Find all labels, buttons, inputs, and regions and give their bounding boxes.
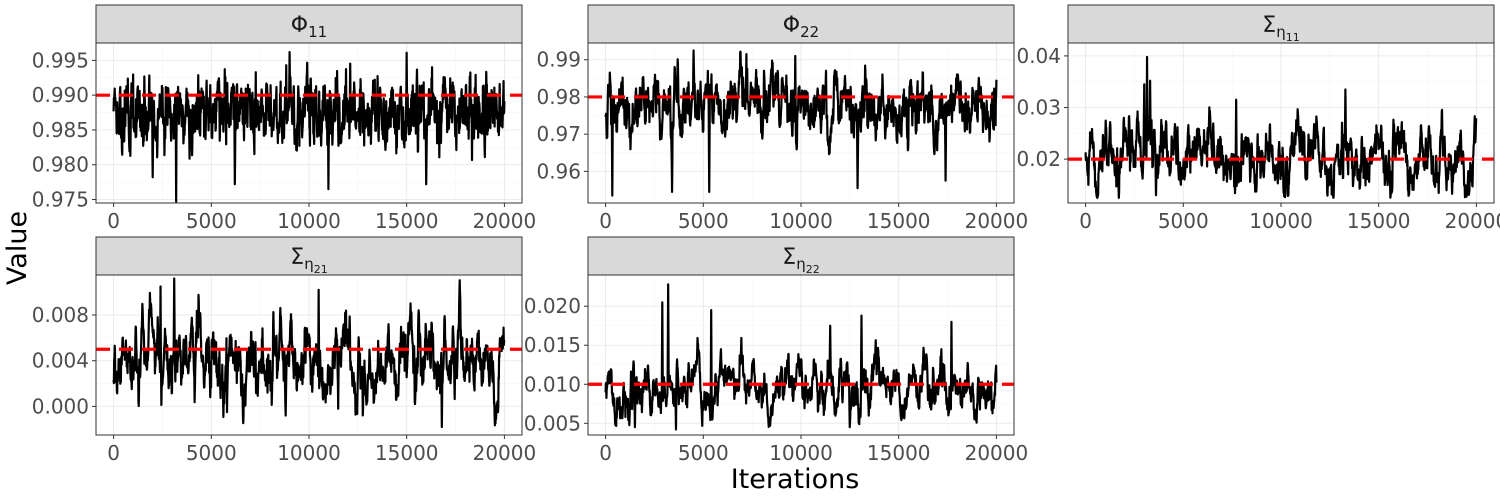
x-axis: 0 5000 10000 15000 20000 bbox=[107, 203, 536, 233]
x-tick-label: 5000 bbox=[1158, 209, 1209, 233]
x-tick-label: 10000 bbox=[1249, 209, 1313, 233]
x-tick-label: 0 bbox=[1079, 209, 1092, 233]
x-tick-label: 20000 bbox=[965, 209, 1029, 233]
x-tick-label: 5000 bbox=[186, 209, 237, 233]
facet-panel-sigma_eta11: Ση11 0.02 0.03 0.04 0 5000 10000 15000 20000 bbox=[1016, 4, 1500, 233]
strip-label-subsub: 21 bbox=[314, 263, 328, 276]
y-tick-label: 0.020 bbox=[524, 294, 581, 318]
x-axis-title: Iterations bbox=[731, 464, 860, 495]
y-tick-label: 0.990 bbox=[32, 83, 89, 107]
x-tick-label: 20000 bbox=[1445, 209, 1500, 233]
strip-label-main: Σ bbox=[782, 245, 796, 270]
strip-label-sub: η bbox=[304, 255, 314, 273]
x-axis: 0 5000 10000 15000 20000 bbox=[1079, 203, 1500, 233]
strip-label: Ση22 bbox=[782, 245, 819, 276]
strip-label-sub: 22 bbox=[800, 23, 819, 41]
mcmc-trace-series bbox=[604, 283, 998, 431]
x-axis: 0 5000 10000 15000 20000 bbox=[107, 435, 536, 465]
y-tick-label: 0.004 bbox=[32, 349, 89, 373]
strip-label-sub: 11 bbox=[308, 23, 327, 41]
y-tick-label: 0.005 bbox=[524, 411, 581, 435]
y-axis: 0.96 0.97 0.98 0.99 bbox=[536, 48, 588, 183]
strip-label-subsub: 11 bbox=[1286, 31, 1300, 44]
y-tick-label: 0.02 bbox=[1016, 147, 1061, 171]
mcmc-trace-series bbox=[604, 49, 998, 197]
strip-label-main: Σ bbox=[290, 245, 304, 270]
y-tick-label: 0.985 bbox=[32, 118, 89, 142]
strip-label-sub: η bbox=[1276, 23, 1286, 41]
y-tick-label: 0.98 bbox=[536, 85, 581, 109]
x-axis: 0 5000 10000 15000 20000 bbox=[599, 203, 1028, 233]
x-tick-label: 5000 bbox=[678, 441, 729, 465]
x-tick-label: 10000 bbox=[769, 209, 833, 233]
strip-header bbox=[95, 4, 523, 44]
y-tick-label: 0.04 bbox=[1016, 44, 1061, 68]
x-tick-label: 5000 bbox=[678, 209, 729, 233]
y-tick-label: 0.000 bbox=[32, 394, 89, 418]
y-axis: 0.02 0.03 0.04 bbox=[1016, 44, 1068, 171]
facet-panel-sigma_eta22: Ση22 0.005 0.010 0.015 0.020 0 5000 10000 15000 2… bbox=[524, 236, 1028, 465]
x-tick-label: 0 bbox=[107, 441, 120, 465]
strip-label-main: Φ bbox=[291, 13, 308, 38]
y-tick-label: 0.015 bbox=[524, 333, 581, 357]
x-tick-label: 15000 bbox=[867, 209, 931, 233]
y-tick-label: 0.99 bbox=[536, 48, 581, 72]
mcmc-trace-series bbox=[1084, 55, 1478, 199]
x-tick-label: 15000 bbox=[375, 441, 439, 465]
y-tick-label: 0.010 bbox=[524, 372, 581, 396]
y-axis: 0.975 0.980 0.985 0.990 0.995 bbox=[32, 48, 96, 212]
strip-label: Ση21 bbox=[290, 245, 327, 276]
strip-label: Φ22 bbox=[783, 13, 819, 41]
x-tick-label: 10000 bbox=[277, 209, 341, 233]
x-tick-label: 10000 bbox=[277, 441, 341, 465]
y-axis: 0.005 0.010 0.015 0.020 bbox=[524, 294, 588, 435]
y-axis-title: Value bbox=[2, 211, 33, 285]
strip-label: Φ11 bbox=[291, 13, 327, 41]
y-axis: 0.000 0.004 0.008 bbox=[32, 303, 96, 418]
x-tick-label: 15000 bbox=[867, 441, 931, 465]
x-tick-label: 5000 bbox=[186, 441, 237, 465]
x-tick-label: 10000 bbox=[769, 441, 833, 465]
facet-panel-phi22: Φ22 0.96 0.97 0.98 0.99 0 5000 10000 15000 20000 bbox=[536, 4, 1028, 233]
x-axis: 0 5000 10000 15000 20000 bbox=[599, 435, 1028, 465]
facet-panel-sigma_eta21: Ση21 0.000 0.004 0.008 0 5000 10000 15000 20000 bbox=[32, 236, 536, 465]
strip-header bbox=[95, 236, 523, 276]
y-tick-label: 0.995 bbox=[32, 48, 89, 72]
y-tick-label: 0.008 bbox=[32, 303, 89, 327]
strip-header bbox=[1067, 4, 1495, 44]
strip-header bbox=[587, 4, 1015, 44]
strip-label-main: Σ bbox=[1262, 13, 1276, 38]
strip-label-subsub: 22 bbox=[806, 263, 820, 276]
y-tick-label: 0.96 bbox=[536, 159, 581, 183]
x-tick-label: 0 bbox=[107, 209, 120, 233]
strip-label-sub: η bbox=[796, 255, 806, 273]
strip-label: Ση11 bbox=[1262, 13, 1299, 44]
y-tick-label: 0.97 bbox=[536, 122, 581, 146]
strip-label-main: Φ bbox=[783, 13, 800, 38]
x-tick-label: 0 bbox=[599, 209, 612, 233]
y-tick-label: 0.980 bbox=[32, 153, 89, 177]
x-tick-label: 15000 bbox=[1347, 209, 1411, 233]
x-tick-label: 20000 bbox=[473, 441, 537, 465]
x-tick-label: 20000 bbox=[473, 209, 537, 233]
facet-panel-phi11: Φ11 0.975 0.980 0.985 0.990 0.995 0 5000 10000 15… bbox=[32, 4, 536, 233]
x-tick-label: 15000 bbox=[375, 209, 439, 233]
y-tick-label: 0.975 bbox=[32, 188, 89, 212]
y-tick-label: 0.03 bbox=[1016, 96, 1061, 120]
x-tick-label: 0 bbox=[599, 441, 612, 465]
x-tick-label: 20000 bbox=[965, 441, 1029, 465]
